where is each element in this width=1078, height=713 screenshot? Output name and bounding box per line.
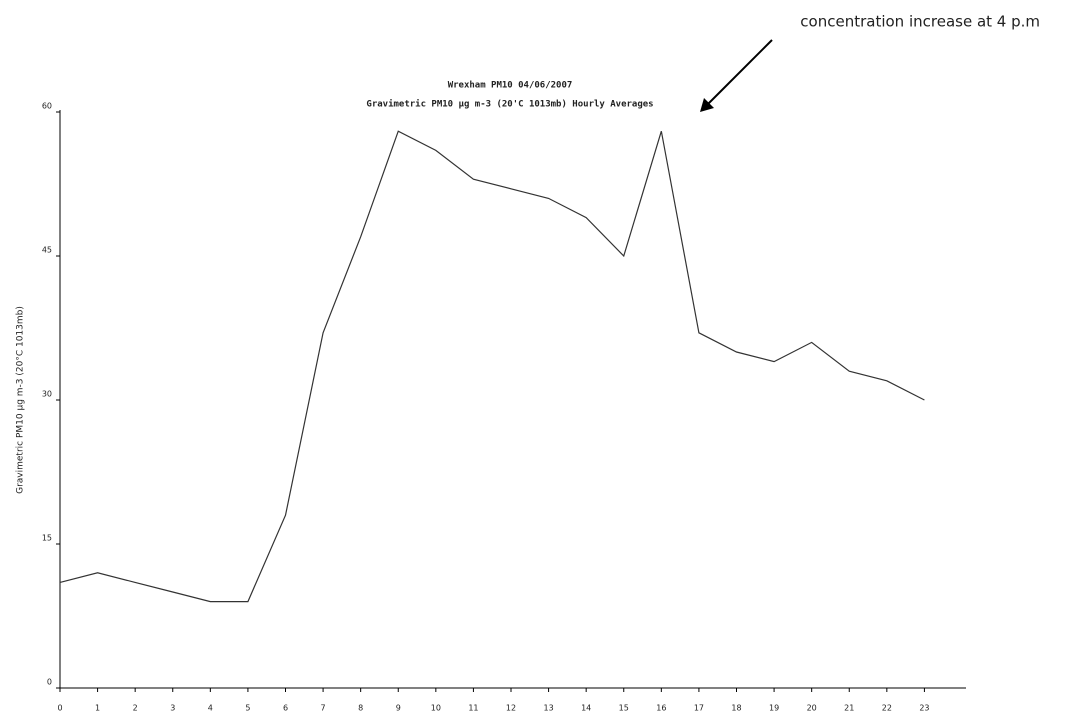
y-tick-label: 45 <box>42 246 52 255</box>
x-tick-label: 8 <box>358 704 363 713</box>
x-tick-label: 18 <box>731 704 741 713</box>
y-tick-label: 15 <box>42 534 52 543</box>
x-tick-label: 20 <box>807 704 817 713</box>
x-tick-label: 1 <box>95 704 100 713</box>
x-tick-label: 7 <box>321 704 326 713</box>
x-tick-label: 14 <box>581 704 591 713</box>
chart-title: Wrexham PM10 04/06/2007 <box>448 81 573 91</box>
x-tick-label: 15 <box>619 704 629 713</box>
x-tick-label: 19 <box>769 704 779 713</box>
x-tick-label: 13 <box>543 704 553 713</box>
x-tick-label: 16 <box>656 704 666 713</box>
x-tick-label: 3 <box>170 704 175 713</box>
y-tick-label: 30 <box>42 390 52 399</box>
annotation-arrow <box>705 39 773 107</box>
y-tick-label: 60 <box>42 102 52 111</box>
x-tick-label: 4 <box>208 704 213 713</box>
x-tick-label: 23 <box>919 704 929 713</box>
x-tick-label: 5 <box>245 704 250 713</box>
x-tick-label: 11 <box>468 704 478 713</box>
x-tick-label: 17 <box>694 704 704 713</box>
x-tick-label: 0 <box>57 704 62 713</box>
x-tick-label: 6 <box>283 704 288 713</box>
chart-subtitle: Gravimetric PM10 µg m-3 (20'C 1013mb) Ho… <box>366 99 653 110</box>
x-tick-label: 22 <box>882 704 892 713</box>
x-tick-label: 21 <box>844 704 854 713</box>
y-tick-label: 0 <box>47 678 52 687</box>
x-tick-label: 10 <box>431 704 441 713</box>
data-line <box>59 130 925 603</box>
x-tick-label: 9 <box>396 704 401 713</box>
annotation-arrowhead <box>700 98 714 112</box>
annotation: concentration increase at 4 p.m <box>800 13 1040 31</box>
y-axis-label: Gravimetric PM10 µg m-3 (20°C 1013mb) <box>16 306 26 494</box>
x-tick-label: 12 <box>506 704 516 713</box>
x-tick-label: 2 <box>133 704 138 713</box>
